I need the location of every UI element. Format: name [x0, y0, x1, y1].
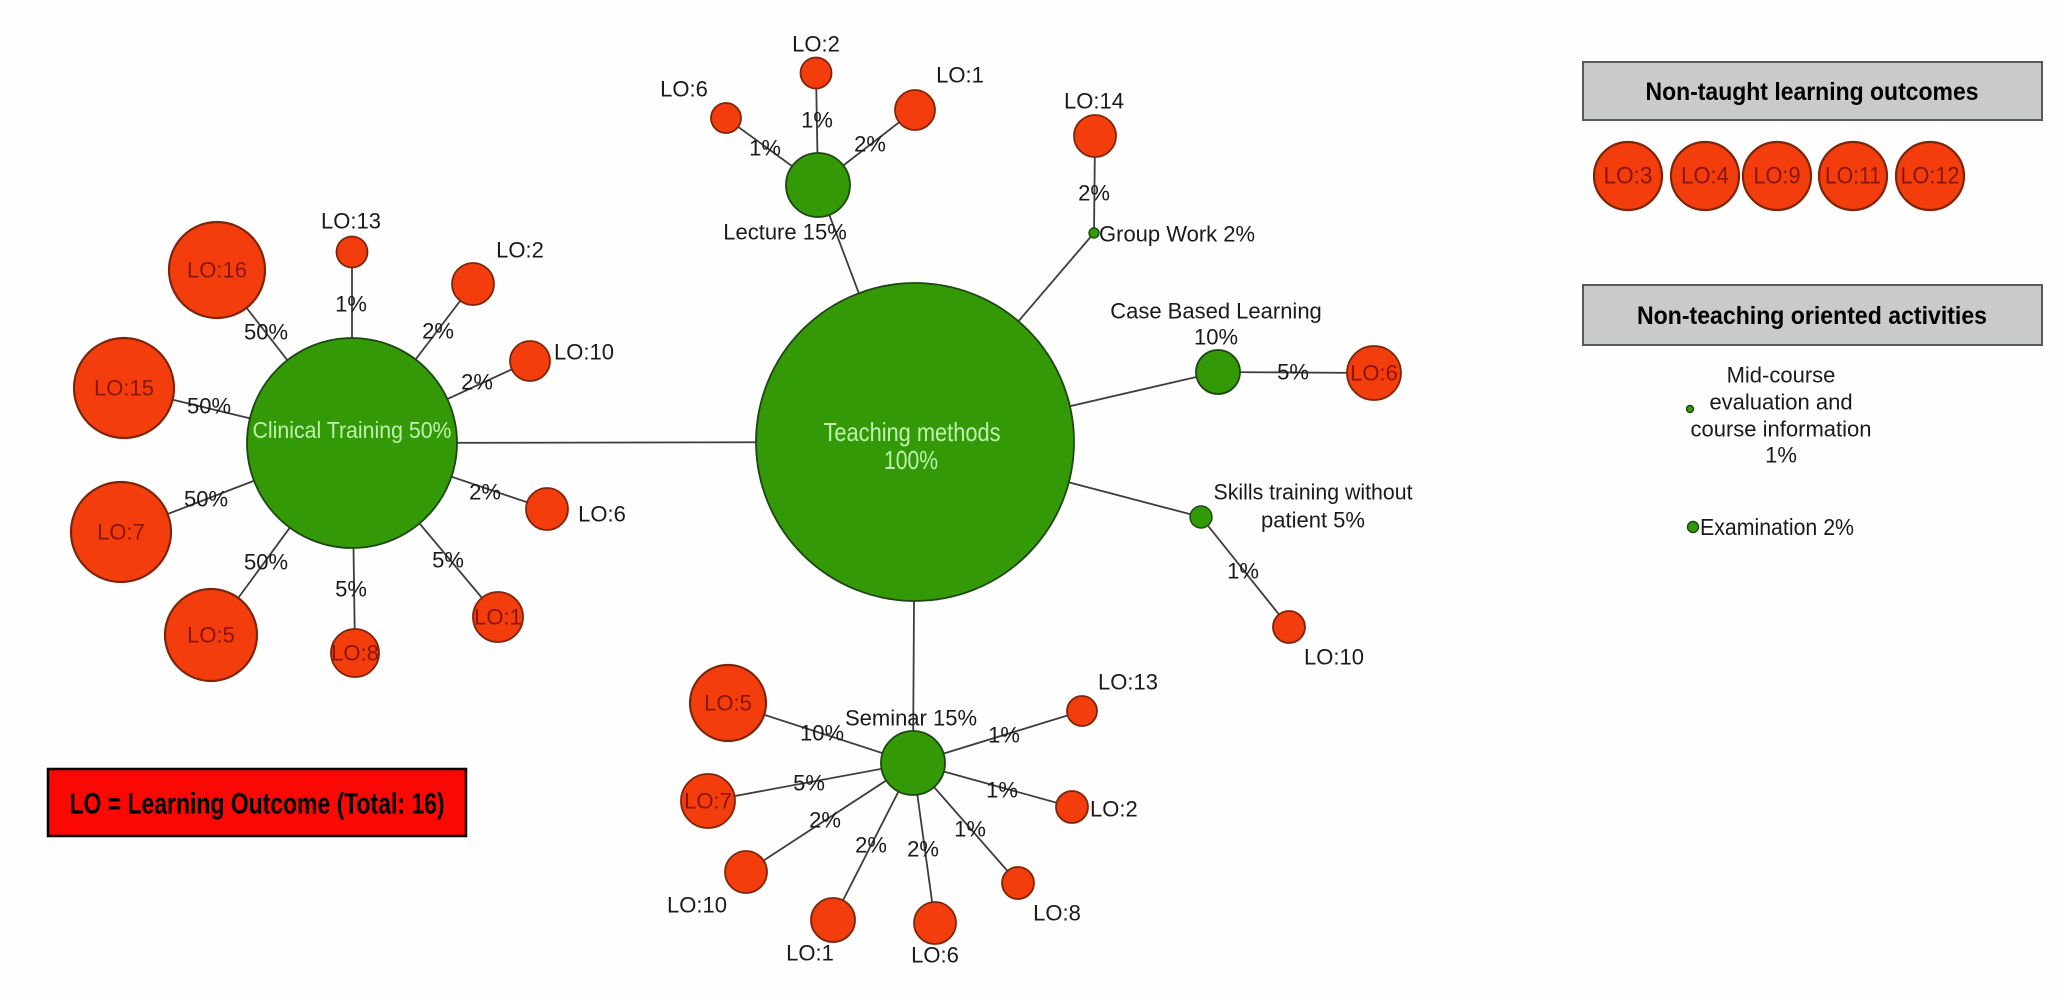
svg-text:Teaching methods: Teaching methods	[824, 417, 1001, 447]
svg-text:LO:1: LO:1	[474, 605, 522, 630]
svg-text:LO:2: LO:2	[496, 238, 544, 263]
svg-text:evaluation and: evaluation and	[1709, 390, 1852, 415]
svg-text:LO:14: LO:14	[1064, 89, 1124, 114]
svg-text:2%: 2%	[907, 837, 939, 862]
svg-text:Group Work 2%: Group Work 2%	[1099, 222, 1255, 247]
svg-text:LO = Learning Outcome (Total:: LO = Learning Outcome (Total: 16)	[70, 788, 445, 821]
svg-text:LO:13: LO:13	[1098, 670, 1158, 695]
svg-text:LO:8: LO:8	[331, 641, 379, 666]
svg-text:LO:7: LO:7	[97, 520, 145, 545]
svg-text:5%: 5%	[793, 771, 825, 796]
svg-text:1%: 1%	[801, 108, 833, 133]
svg-text:Case Based Learning: Case Based Learning	[1110, 299, 1322, 324]
svg-text:2%: 2%	[469, 480, 501, 505]
svg-text:50%: 50%	[244, 550, 288, 575]
svg-text:10%: 10%	[800, 721, 844, 746]
svg-text:LO:10: LO:10	[1304, 645, 1364, 670]
svg-text:LO:2: LO:2	[792, 32, 840, 57]
svg-text:Lecture 15%: Lecture 15%	[723, 220, 847, 245]
svg-text:50%: 50%	[187, 394, 231, 419]
svg-text:LO:16: LO:16	[187, 258, 247, 283]
svg-text:1%: 1%	[986, 778, 1018, 803]
svg-text:5%: 5%	[1277, 360, 1309, 385]
svg-text:1%: 1%	[988, 723, 1020, 748]
svg-text:50%: 50%	[184, 487, 228, 512]
svg-text:patient 5%: patient 5%	[1261, 508, 1365, 533]
svg-text:Seminar 15%: Seminar 15%	[845, 706, 977, 731]
svg-text:Skills training without: Skills training without	[1214, 480, 1413, 505]
svg-text:2%: 2%	[422, 319, 454, 344]
svg-text:LO:11: LO:11	[1825, 163, 1881, 190]
svg-text:course information: course information	[1691, 417, 1872, 442]
svg-text:10%: 10%	[1194, 325, 1238, 350]
svg-text:2%: 2%	[854, 132, 886, 157]
svg-text:50%: 50%	[244, 320, 288, 345]
svg-text:LO:6: LO:6	[1350, 361, 1398, 386]
svg-text:2%: 2%	[855, 833, 887, 858]
svg-text:LO:4: LO:4	[1681, 163, 1729, 190]
svg-text:100%: 100%	[884, 445, 938, 475]
svg-text:LO:6: LO:6	[578, 502, 626, 527]
svg-text:LO:6: LO:6	[660, 77, 708, 102]
svg-text:LO:13: LO:13	[321, 209, 381, 234]
svg-text:1%: 1%	[1227, 559, 1259, 584]
svg-text:2%: 2%	[1078, 181, 1110, 206]
svg-text:LO:3: LO:3	[1604, 163, 1653, 190]
svg-text:1%: 1%	[335, 292, 367, 317]
svg-text:LO:2: LO:2	[1090, 797, 1138, 822]
svg-text:LO:1: LO:1	[786, 941, 834, 966]
svg-text:2%: 2%	[461, 370, 493, 395]
svg-text:LO:7: LO:7	[684, 789, 732, 814]
svg-text:Clinical Training 50%: Clinical Training 50%	[253, 417, 452, 443]
svg-text:Non-taught learning outcomes: Non-taught learning outcomes	[1646, 78, 1979, 106]
svg-text:LO:15: LO:15	[94, 376, 154, 401]
svg-text:LO:1: LO:1	[936, 63, 984, 88]
svg-text:LO:5: LO:5	[704, 691, 752, 716]
svg-text:LO:10: LO:10	[667, 893, 727, 918]
svg-text:5%: 5%	[432, 548, 464, 573]
svg-text:LO:10: LO:10	[554, 340, 614, 365]
svg-text:Mid-course: Mid-course	[1727, 363, 1836, 388]
svg-text:1%: 1%	[1765, 443, 1797, 468]
svg-text:1%: 1%	[749, 136, 781, 161]
svg-text:5%: 5%	[335, 577, 367, 602]
svg-text:Examination 2%: Examination 2%	[1700, 514, 1854, 540]
svg-text:LO:6: LO:6	[911, 943, 959, 968]
svg-text:LO:5: LO:5	[187, 623, 235, 648]
svg-text:1%: 1%	[954, 817, 986, 842]
svg-text:LO:8: LO:8	[1033, 901, 1081, 926]
svg-text:2%: 2%	[809, 808, 841, 833]
svg-text:LO:12: LO:12	[1901, 163, 1960, 190]
svg-text:LO:9: LO:9	[1754, 163, 1801, 190]
svg-text:Non-teaching oriented activiti: Non-teaching oriented activities	[1637, 302, 1987, 330]
